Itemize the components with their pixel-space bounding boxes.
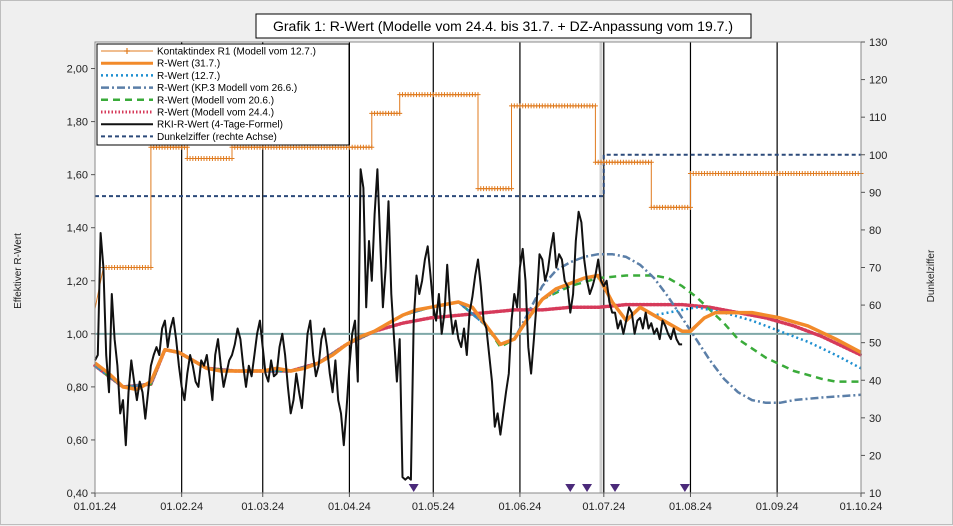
y2-tick-label: 60 (869, 300, 881, 312)
y2-tick-label: 70 (869, 263, 881, 275)
x-tick-label: 01.02.24 (160, 501, 203, 513)
y2-tick-label: 90 (869, 187, 881, 199)
gridline-group (95, 42, 861, 493)
legend-box (96, 43, 350, 146)
x-tick-label: 01.09.24 (756, 501, 799, 513)
legend-marker (124, 48, 130, 54)
legend-label-7: Dunkelziffer (rechte Achse) (157, 132, 277, 143)
y2-axis-title: Dunkelziffer (926, 249, 937, 302)
kontakt-marker (184, 144, 190, 150)
kontakt-marker (475, 92, 481, 98)
y-tick-label: 0,60 (67, 435, 88, 447)
legend-label-6: RKI-R-Wert (4-Tage-Formel) (157, 120, 283, 131)
kontakt-marker (229, 156, 235, 162)
legend-label-1: R-Wert (31.7.) (157, 59, 220, 70)
x-tick-label: 01.07.24 (582, 501, 625, 513)
event-triangle-1 (565, 484, 576, 492)
legend-label-4: R-Wert (Modell vom 20.6.) (157, 95, 274, 106)
event-marker-group (408, 484, 690, 492)
kontakt-marker (687, 204, 693, 210)
y-tick-label: 0,40 (67, 488, 88, 500)
x-tick-label: 01.03.24 (241, 501, 284, 513)
y-axis-title: Effektiver R-Wert (13, 233, 24, 309)
series-group (93, 92, 864, 481)
y2-tick-label: 80 (869, 225, 881, 237)
y-tick-label: 1,20 (67, 276, 88, 288)
kontakt-marker (397, 110, 403, 116)
legend-label-5: R-Wert (Modell vom 24.4.) (157, 108, 274, 119)
y2-tick-label: 120 (869, 75, 887, 87)
legend: Kontaktindex R1 (Modell vom 12.7.)R-Wert… (96, 43, 350, 146)
x-tick-label: 01.01.24 (74, 501, 117, 513)
kontakt-marker (148, 265, 154, 270)
y-tick-label: 1,60 (67, 170, 88, 182)
kontakt-marker (369, 144, 375, 150)
event-triangle-0 (408, 484, 419, 492)
event-triangle-2 (582, 484, 593, 492)
y2-tick-label: 10 (869, 488, 881, 500)
x-tick-label: 01.04.24 (328, 501, 371, 513)
kontakt-marker (592, 103, 598, 109)
y2-tick-label: 40 (869, 375, 881, 387)
series-line-7 (95, 153, 861, 198)
title-box (255, 13, 752, 39)
chart-title: Grafik 1: R-Wert (Modelle vom 24.4. bis … (273, 18, 733, 34)
y-tick-label: 1,00 (67, 329, 88, 341)
y-tick-label: 1,40 (67, 223, 88, 235)
y-tick-label: 0,80 (67, 382, 88, 394)
x-tick-label: 01.08.24 (669, 501, 712, 513)
axis-group: 0,40 0,60 0,80 1,00 1,20 1,40 1,60 1,80 2,00 10 20… (67, 37, 888, 513)
y2-tick-label: 100 (869, 150, 887, 162)
y2-tick-label: 20 (869, 450, 881, 462)
kontakt-marker (648, 159, 654, 165)
legend-label-3: R-Wert (KP.3 Modell vom 26.6.) (157, 83, 297, 94)
y2-tick-label: 110 (869, 112, 887, 124)
x-tick-label: 01.10.24 (840, 501, 883, 513)
legend-label-2: R-Wert (12.7.) (157, 71, 220, 82)
y2-tick-label: 130 (869, 37, 887, 49)
y-tick-label: 2,00 (67, 64, 88, 76)
series-line-6 (94, 168, 683, 481)
y-tick-label: 1,80 (67, 117, 88, 129)
legend-label-0: Kontaktindex R1 (Modell vom 12.7.) (157, 47, 316, 58)
x-tick-label: 01.06.24 (499, 501, 542, 513)
x-tick-label: 01.05.24 (412, 501, 455, 513)
event-triangle-4 (679, 484, 690, 492)
kontakt-marker (509, 186, 515, 192)
event-triangle-3 (609, 484, 620, 492)
y2-tick-label: 50 (869, 338, 881, 350)
y2-tick-label: 30 (869, 413, 881, 425)
